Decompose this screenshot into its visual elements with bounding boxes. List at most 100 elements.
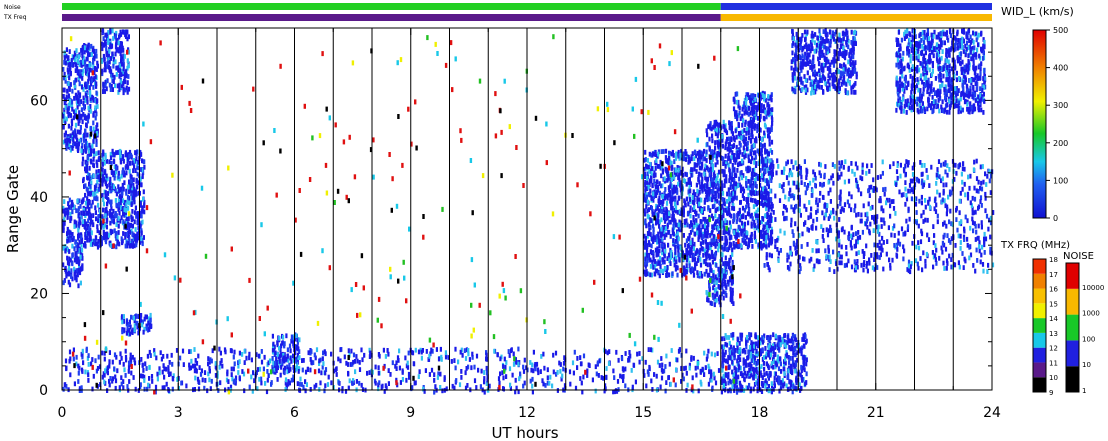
- scatter-cell: [764, 97, 767, 103]
- strip-0-segment-0: [62, 3, 721, 10]
- scatter-cell: [732, 206, 736, 211]
- scatter-cell: [737, 131, 741, 136]
- scatter-cell: [653, 235, 656, 240]
- scatter-cell: [661, 204, 664, 209]
- scatter-cell: [767, 179, 770, 185]
- scatter-cell: [740, 243, 743, 249]
- scatter-cell: [880, 224, 883, 229]
- scatter-cell: [129, 357, 133, 363]
- scatter-cell: [195, 360, 199, 366]
- scatter-cell: [84, 147, 87, 153]
- scatter-cell: [889, 213, 892, 219]
- scatter-cell: [559, 368, 562, 374]
- scatter-cell: [713, 288, 716, 293]
- scatter-cell: [725, 220, 728, 225]
- scatter-cell: [63, 208, 66, 214]
- scatter-cell: [709, 377, 712, 383]
- scatter-cell: [752, 99, 755, 105]
- scatter-cell: [62, 224, 65, 230]
- scatter-cell: [700, 181, 703, 187]
- scatter-cell: [468, 357, 471, 362]
- scatter-cell: [741, 205, 745, 211]
- scatter-cell: [283, 370, 286, 376]
- scatter-cell: [286, 366, 289, 372]
- scatter-cell: [501, 370, 504, 376]
- scatter-cell: [728, 191, 731, 197]
- scatter-cell: [628, 350, 631, 355]
- scatter-cell: [706, 227, 709, 232]
- scatter-cell: [700, 165, 703, 171]
- scatter-cell: [715, 121, 719, 127]
- scatter-cell: [668, 219, 671, 225]
- scatter-cell: [677, 227, 680, 232]
- scatter-cell: [165, 366, 168, 372]
- scatter-cell: [687, 159, 690, 165]
- scatter-cell: [136, 216, 139, 222]
- scatter-cell: [765, 114, 768, 120]
- scatter-cell: [78, 386, 81, 391]
- scatter-cell: [407, 371, 411, 377]
- scatter-cell: [722, 172, 725, 177]
- scatter-cell: [92, 222, 95, 228]
- scatter-cell: [227, 386, 230, 392]
- scatter-cell: [658, 223, 661, 229]
- scatter-cell: [377, 352, 380, 357]
- scatter-cell: [709, 125, 712, 131]
- scatter-cell: [770, 97, 773, 103]
- scatter-cell: [712, 175, 716, 180]
- scatter-cell: [765, 222, 768, 227]
- scatter-cell: [674, 167, 677, 173]
- scatter-cell: [97, 157, 100, 163]
- scatter-cell: [201, 377, 204, 383]
- scatter-cell: [273, 366, 276, 372]
- scatter-cell: [688, 176, 691, 182]
- scatter-cell: [281, 340, 284, 346]
- scatter-cell: [103, 356, 106, 362]
- scatter-cell: [130, 174, 133, 180]
- scatter-cell: [747, 111, 750, 117]
- scatter-cell: [721, 236, 724, 241]
- scatter-cell: [656, 184, 660, 190]
- scatter-cell: [647, 347, 650, 352]
- scatter-cell: [731, 150, 734, 155]
- scatter-cell: [731, 177, 734, 183]
- scatter-cell: [953, 177, 956, 182]
- scatter-cell: [726, 261, 730, 267]
- scatter-cell: [753, 138, 756, 143]
- scatter-cell: [597, 373, 600, 378]
- scatter-cell: [75, 255, 78, 261]
- scatter-cell: [75, 62, 78, 68]
- scatter-cell: [218, 346, 221, 352]
- scatter-cell: [663, 215, 666, 221]
- scatter-cell: [139, 318, 143, 324]
- scatter-cell: [509, 386, 512, 391]
- scatter-cell: [352, 352, 356, 358]
- scatter-cell: [838, 254, 841, 260]
- scatter-cell: [102, 151, 105, 157]
- scatter-cell: [745, 96, 748, 102]
- scatter-cell: [421, 348, 424, 353]
- scatter-cell: [84, 141, 87, 146]
- scatter-cell: [698, 201, 701, 207]
- scatter-cell: [980, 220, 983, 225]
- scatter-cell: [141, 158, 144, 164]
- scatter-cell: [696, 151, 699, 156]
- scatter-cell: [117, 40, 120, 46]
- scatter-cell: [103, 57, 106, 62]
- scatter-cell: [77, 227, 80, 233]
- scatter-cell: [84, 243, 87, 249]
- scatter-cell: [109, 29, 112, 35]
- scatter-cell: [624, 366, 627, 372]
- scatter-cell: [106, 370, 109, 376]
- scatter-cell: [653, 211, 656, 217]
- scatter-cell: [414, 380, 417, 386]
- scatter-cell: [703, 350, 706, 356]
- scatter-cell: [668, 272, 671, 278]
- scatter-cell: [87, 372, 90, 378]
- scatter-cell: [656, 205, 659, 211]
- scatter-cell: [188, 349, 191, 354]
- scatter-cell: [822, 227, 825, 233]
- scatter-cell: [132, 168, 135, 174]
- scatter-cell: [221, 363, 224, 369]
- scatter-cell: [684, 242, 687, 248]
